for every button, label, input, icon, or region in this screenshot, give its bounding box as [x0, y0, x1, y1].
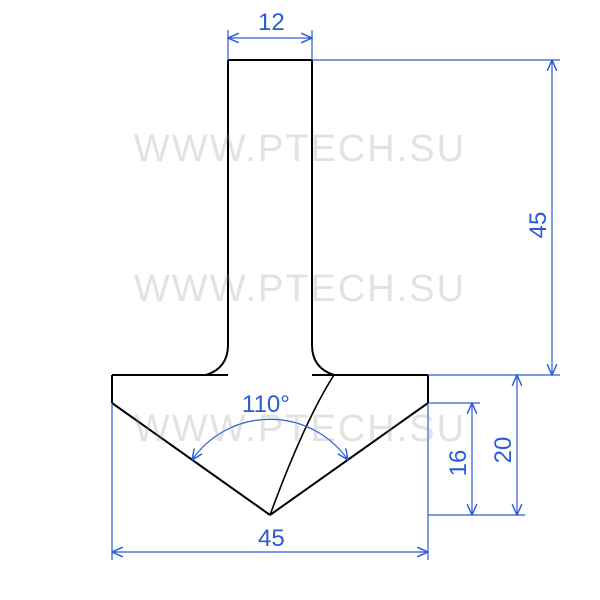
dim-head-height-20-label: 20: [490, 437, 517, 464]
dim-head-width-label: 45: [258, 525, 285, 552]
drawing-canvas: 12 45 20 16 45 110°: [0, 0, 600, 600]
dim-shank-length-label: 45: [525, 212, 552, 239]
dim-head-height-16-label: 16: [445, 450, 472, 477]
tool-outline: [112, 60, 428, 515]
dim-angle: [192, 419, 348, 460]
dim-angle-label: 110°: [242, 391, 290, 418]
dim-shank-diameter-label: 12: [258, 9, 285, 36]
dim-shank-length: [312, 60, 560, 375]
